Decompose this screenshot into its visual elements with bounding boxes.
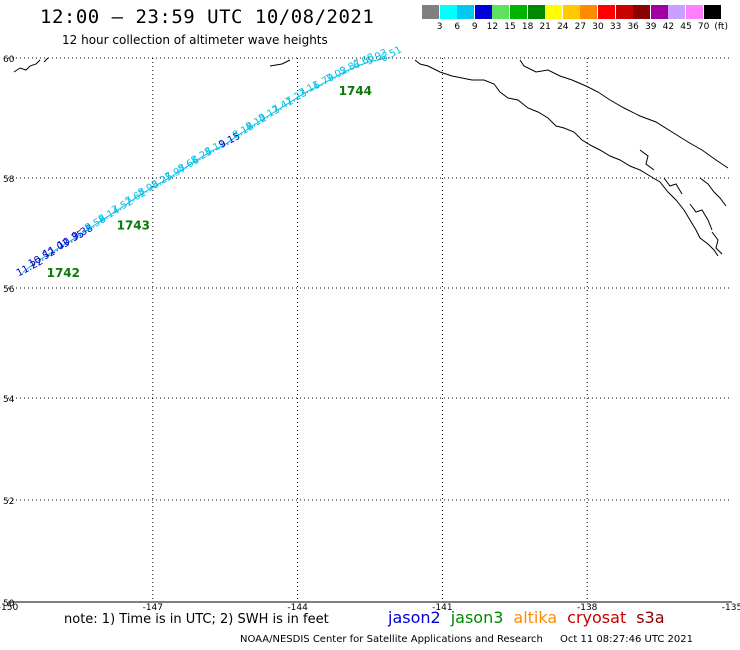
coastline-segment — [689, 203, 713, 231]
page-title: 12:00 – 23:59 UTC 10/08/2021 — [40, 6, 375, 28]
legend-swatch — [650, 5, 668, 19]
satellite-name: cryosat — [567, 608, 627, 627]
footer-credit: NOAA/NESDIS Center for Satellite Applica… — [240, 634, 543, 645]
legend-label: 21 — [539, 22, 551, 32]
axis-tick-labels: -150 -147 -144 -141 -138 -135 50 52 54 56 58 60 — [0, 55, 740, 613]
lat-tick-label: 54 — [3, 395, 15, 405]
lon-tick-label: -144 — [287, 603, 308, 613]
legend-swatch — [457, 5, 475, 19]
page-subtitle: 12 hour collection of altimeter wave hei… — [62, 33, 328, 47]
satellite-legend: jason2 jason3 altika cryosat s3a — [388, 608, 675, 627]
coastline-segment — [711, 231, 723, 255]
legend-label: 33 — [609, 22, 622, 32]
lat-lon-grid — [8, 57, 732, 603]
legend-label: 42 — [662, 22, 675, 32]
lat-tick-label: 60 — [3, 55, 15, 65]
satellite-name: altika — [513, 608, 558, 627]
satellite-name: jason3 — [450, 608, 504, 627]
legend-swatch — [562, 5, 580, 19]
satellite-name: jason2 — [388, 608, 441, 627]
legend-swatch — [615, 5, 633, 19]
coastline-segment — [43, 57, 49, 63]
legend-label: 27 — [574, 22, 587, 32]
coastline-segment — [519, 59, 729, 169]
legend-swatch — [580, 5, 598, 19]
time-label: 1742 — [47, 266, 80, 280]
legend-label: 45 — [680, 22, 692, 32]
footer-timestamp: Oct 11 08:27:46 UTC 2021 — [560, 634, 693, 645]
lon-tick-label: -141 — [432, 603, 452, 613]
lon-tick-label: -135 — [722, 603, 740, 613]
legend-label: 39 — [645, 22, 657, 32]
legend-label: 9 — [471, 22, 478, 32]
legend-swatch — [527, 5, 545, 19]
track-line — [22, 57, 387, 273]
satellite-track — [22, 57, 387, 273]
legend-swatch — [510, 5, 527, 19]
lat-tick-label: 58 — [3, 175, 15, 185]
legend-label: 30 — [592, 22, 604, 32]
legend-swatch — [492, 5, 510, 19]
legend-swatch — [439, 5, 457, 19]
coastline-segment — [699, 177, 727, 207]
legend-unit: (ft) — [714, 22, 728, 32]
legend-label: 70 — [697, 22, 710, 32]
legend-swatch — [422, 5, 439, 19]
legend-swatch — [703, 5, 721, 19]
legend-label: 18 — [521, 22, 534, 32]
coastline-segment — [639, 149, 655, 171]
time-label: 1744 — [339, 84, 372, 98]
time-label: 1743 — [117, 219, 150, 233]
legend-swatch — [598, 5, 615, 19]
coastline-segment — [13, 59, 41, 73]
legend-label: 24 — [557, 22, 569, 32]
wave-height-labels: 11.2210.5211.0310.359.388.588.147.527.62… — [15, 44, 404, 280]
legend-label: 15 — [504, 22, 516, 32]
lat-tick-label: 56 — [3, 285, 15, 295]
lon-tick-label: -147 — [143, 603, 163, 613]
coastline-segment — [414, 59, 719, 257]
lat-tick-label: 50 — [3, 599, 15, 609]
coastline-segment — [269, 59, 291, 67]
legend-label: 6 — [454, 22, 461, 32]
legend-label: 3 — [436, 22, 443, 32]
coastline — [13, 57, 729, 257]
legend-label: 12 — [486, 22, 499, 32]
footer: NOAA/NESDIS Center for Satellite Applica… — [240, 634, 693, 645]
legend-swatch — [686, 5, 703, 19]
legend-swatch — [545, 5, 563, 19]
coastline-segment — [663, 177, 683, 195]
note-text: note: 1) Time is in UTC; 2) SWH is in fe… — [64, 612, 329, 627]
lon-tick-label: -150 — [0, 603, 18, 613]
legend-swatch — [474, 5, 492, 19]
legend-label: 36 — [627, 22, 639, 32]
satellite-name: s3a — [636, 608, 665, 627]
legend-swatch — [633, 5, 651, 19]
legend-swatch — [668, 5, 686, 19]
lon-tick-label: -138 — [577, 603, 598, 613]
lat-tick-label: 52 — [3, 497, 14, 507]
